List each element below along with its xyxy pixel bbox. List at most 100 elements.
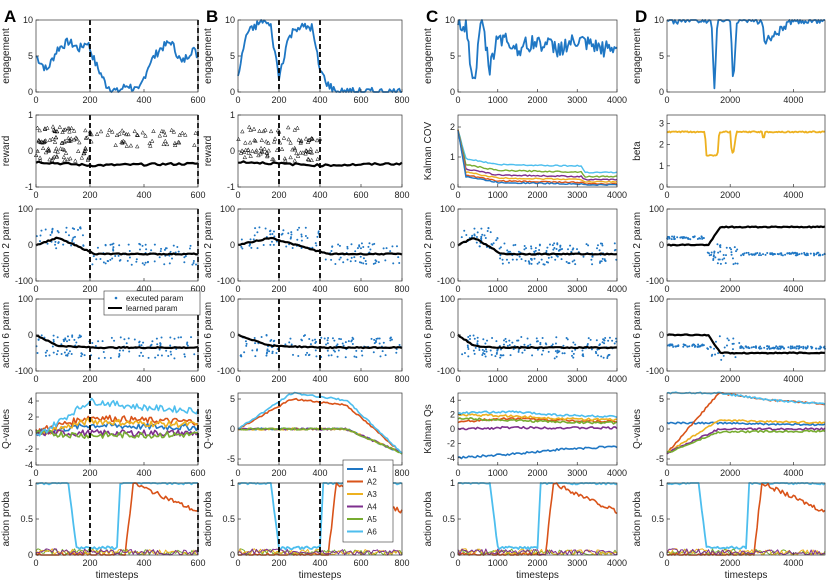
x-tick-label: 4000 xyxy=(607,468,627,478)
executed-param-point xyxy=(186,341,189,344)
executed-param-point xyxy=(186,344,189,347)
executed-param-point xyxy=(80,355,83,358)
executed-param-point xyxy=(57,242,60,245)
executed-param-point xyxy=(472,334,475,337)
executed-param-point xyxy=(40,334,43,337)
executed-param-point xyxy=(480,237,483,240)
x-tick-label: 600 xyxy=(353,284,368,294)
executed-param-point xyxy=(149,344,152,347)
executed-param-point xyxy=(496,236,499,239)
reward-marker xyxy=(140,130,145,135)
executed-param-point xyxy=(342,261,345,264)
reward-marker xyxy=(266,148,271,153)
executed-param-point xyxy=(254,227,257,230)
axes-box xyxy=(35,392,199,466)
executed-param-point xyxy=(304,353,307,356)
executed-param-point xyxy=(731,348,734,351)
reward-marker xyxy=(35,125,40,130)
executed-param-point xyxy=(700,235,703,238)
executed-param-point xyxy=(73,338,76,341)
reward-marker xyxy=(83,135,89,140)
executed-param-point xyxy=(688,345,691,348)
executed-param-point xyxy=(786,252,789,255)
executed-param-point xyxy=(539,341,542,344)
reward-marker xyxy=(306,157,311,162)
executed-param-point xyxy=(183,261,186,264)
executed-param-point xyxy=(483,350,486,353)
reward-marker xyxy=(253,138,258,143)
executed-param-point xyxy=(466,346,469,349)
executed-param-point xyxy=(188,247,191,250)
y-tick-label: -2 xyxy=(25,444,33,454)
y-axis-label: action proba xyxy=(203,491,214,546)
q-value-line xyxy=(666,391,826,406)
reward-marker xyxy=(268,128,274,134)
executed-param-point xyxy=(718,335,721,338)
executed-param-point xyxy=(239,354,242,357)
executed-param-point xyxy=(145,248,148,251)
executed-param-point xyxy=(585,243,588,246)
x-tick-label: 0 xyxy=(33,558,38,568)
executed-param-point xyxy=(349,260,352,263)
y-axis-label: engagement xyxy=(423,28,434,84)
reward-marker xyxy=(266,140,271,145)
beta-line xyxy=(666,130,826,157)
learned-param-line xyxy=(457,333,618,350)
reward-marker xyxy=(38,139,43,145)
executed-param-point xyxy=(71,238,74,241)
reward-marker xyxy=(279,146,285,151)
executed-param-point xyxy=(481,233,484,236)
reward-marker xyxy=(296,137,301,142)
executed-param-point xyxy=(490,243,493,246)
executed-param-point xyxy=(92,255,95,258)
executed-param-point xyxy=(671,344,674,347)
executed-param-point xyxy=(256,247,259,250)
executed-param-point xyxy=(587,337,590,340)
executed-param-point xyxy=(308,337,311,340)
y-tick-label: 1 xyxy=(450,152,455,162)
y-tick-label: 0 xyxy=(230,240,235,250)
executed-param-point xyxy=(330,258,333,261)
reward-marker xyxy=(40,140,45,145)
executed-param-point xyxy=(525,247,528,250)
executed-param-point xyxy=(192,259,195,262)
reward-marker xyxy=(265,154,270,159)
executed-param-point xyxy=(511,258,514,261)
q-value-line xyxy=(666,427,826,455)
executed-param-point xyxy=(512,348,515,351)
executed-param-point xyxy=(582,255,585,258)
executed-param-point xyxy=(177,250,180,253)
action-proba-line xyxy=(666,482,826,550)
reward-marker xyxy=(50,124,56,129)
x-tick-label: 4000 xyxy=(783,95,803,105)
x-tick-label: 4000 xyxy=(607,284,627,294)
executed-param-point xyxy=(743,252,746,255)
executed-param-point xyxy=(373,342,376,345)
executed-param-point xyxy=(249,243,252,246)
executed-param-point xyxy=(781,254,784,257)
x-tick-label: 2000 xyxy=(720,374,740,384)
executed-param-point xyxy=(523,349,526,352)
executed-param-point xyxy=(337,243,340,246)
executed-param-point xyxy=(385,247,388,250)
executed-param-point xyxy=(128,249,131,252)
y-tick-label: 0 xyxy=(230,87,235,97)
y-tick-label: 1 xyxy=(659,478,664,488)
x-tick-label: 0 xyxy=(664,374,669,384)
reward-marker xyxy=(304,148,309,153)
executed-param-point xyxy=(603,258,606,261)
executed-param-point xyxy=(75,341,78,344)
executed-param-point xyxy=(389,250,392,253)
reward-marker xyxy=(107,127,112,132)
reward-marker xyxy=(274,147,280,152)
executed-param-point xyxy=(266,351,269,354)
executed-param-point xyxy=(601,341,604,344)
executed-param-point xyxy=(342,344,345,347)
executed-param-point xyxy=(141,262,144,265)
executed-param-point xyxy=(606,356,609,359)
executed-param-point xyxy=(471,234,474,237)
executed-param-point xyxy=(123,338,126,341)
executed-param-point xyxy=(350,340,353,343)
reward-marker xyxy=(259,137,264,142)
executed-param-point xyxy=(697,343,700,346)
